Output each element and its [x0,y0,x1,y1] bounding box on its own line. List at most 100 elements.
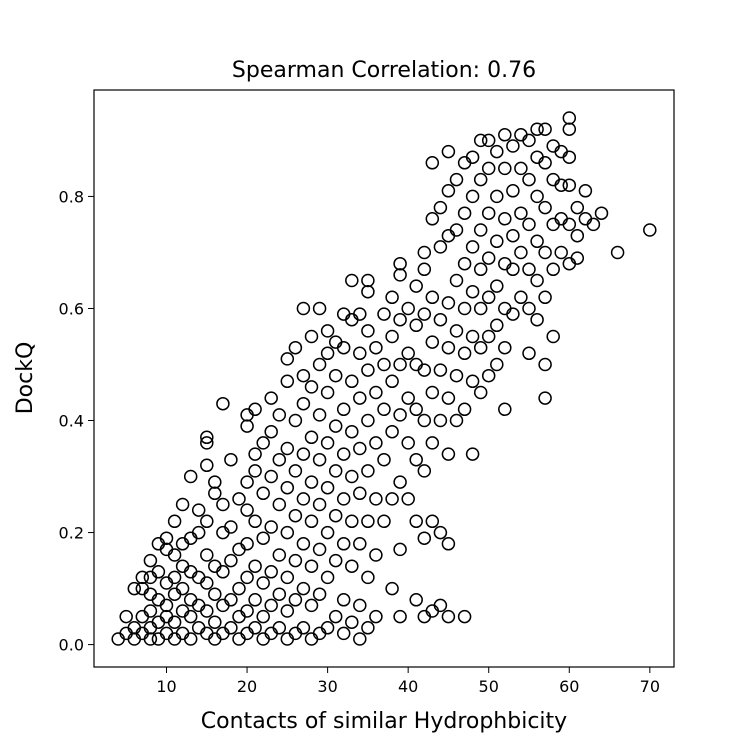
data-point [208,475,222,489]
data-point [264,469,278,484]
x-axis: 10 20 30 40 50 60 70 [156,667,660,696]
x-tick-label: 70 [640,677,660,696]
data-point [481,368,496,383]
data-point [353,441,367,456]
data-point [296,447,311,461]
data-point [530,273,544,288]
data-point [345,469,359,484]
data-point [224,593,238,607]
data-point [256,531,270,545]
data-point [304,598,319,613]
data-point [288,593,303,607]
data-point [433,598,448,613]
data-point [417,363,432,377]
data-point [498,212,512,226]
data-point [312,357,327,372]
data-point [159,598,174,613]
data-point [425,212,440,226]
data-point [393,312,407,327]
data-point [312,301,327,316]
data-point [522,133,536,148]
data-point [336,340,351,355]
data-point [457,609,472,624]
data-point [441,296,456,310]
data-point [345,424,359,439]
data-point [280,604,295,618]
data-point [498,402,512,417]
data-point [312,408,327,422]
y-tick-label: 0.6 [59,299,84,318]
data-point [232,581,246,596]
data-point [369,492,383,506]
data-point [457,346,472,361]
data-point [200,576,214,590]
data-point [361,464,375,478]
data-point [409,279,423,293]
data-point [490,318,504,333]
data-point [312,587,327,601]
data-point [465,189,480,204]
data-point [200,604,214,618]
data-point [449,223,464,237]
data-point [490,279,504,293]
data-point [353,537,367,551]
data-point [481,133,496,148]
data-point [481,161,496,176]
data-point [264,565,278,579]
data-point [369,436,383,450]
data-point [248,464,262,478]
data-point [441,391,456,405]
data-point [361,413,375,428]
data-point [570,251,585,265]
data-point [473,385,488,400]
data-point [554,245,568,260]
x-axis-label: Contacts of similar Hydrophbicity [201,709,567,734]
data-point [594,206,609,220]
data-point [224,553,238,568]
data-point [506,139,520,153]
data-point [522,217,536,232]
data-point [248,514,262,529]
data-point [554,178,568,192]
data-point [473,223,488,237]
data-point [248,402,262,417]
data-point [417,531,432,545]
data-point [167,548,182,562]
data-point [328,508,343,523]
data-point [490,144,504,159]
data-point [522,301,536,316]
data-point [296,537,311,551]
data-point [409,318,423,333]
data-point [361,570,375,585]
data-point [288,413,303,428]
data-point [465,150,480,164]
x-tick-label: 10 [156,677,176,696]
data-point [481,206,496,220]
data-point [498,161,512,176]
data-point [449,413,464,428]
data-point [256,436,270,450]
data-point [562,111,577,125]
data-point [457,301,472,316]
data-point [345,374,359,389]
data-point [320,385,335,400]
data-point [312,497,327,512]
data-point [473,301,488,316]
data-point [530,312,544,327]
data-point [393,357,407,372]
data-point [208,486,222,501]
data-point [385,374,399,389]
data-point [248,447,262,461]
data-point [409,402,423,417]
data-point [224,452,238,467]
data-point [336,626,351,641]
x-tick-label: 30 [317,677,337,696]
data-point [417,307,432,321]
data-point [441,340,456,355]
data-point [216,565,230,579]
data-point [248,621,262,635]
data-point [441,184,456,198]
data-point [377,307,391,321]
